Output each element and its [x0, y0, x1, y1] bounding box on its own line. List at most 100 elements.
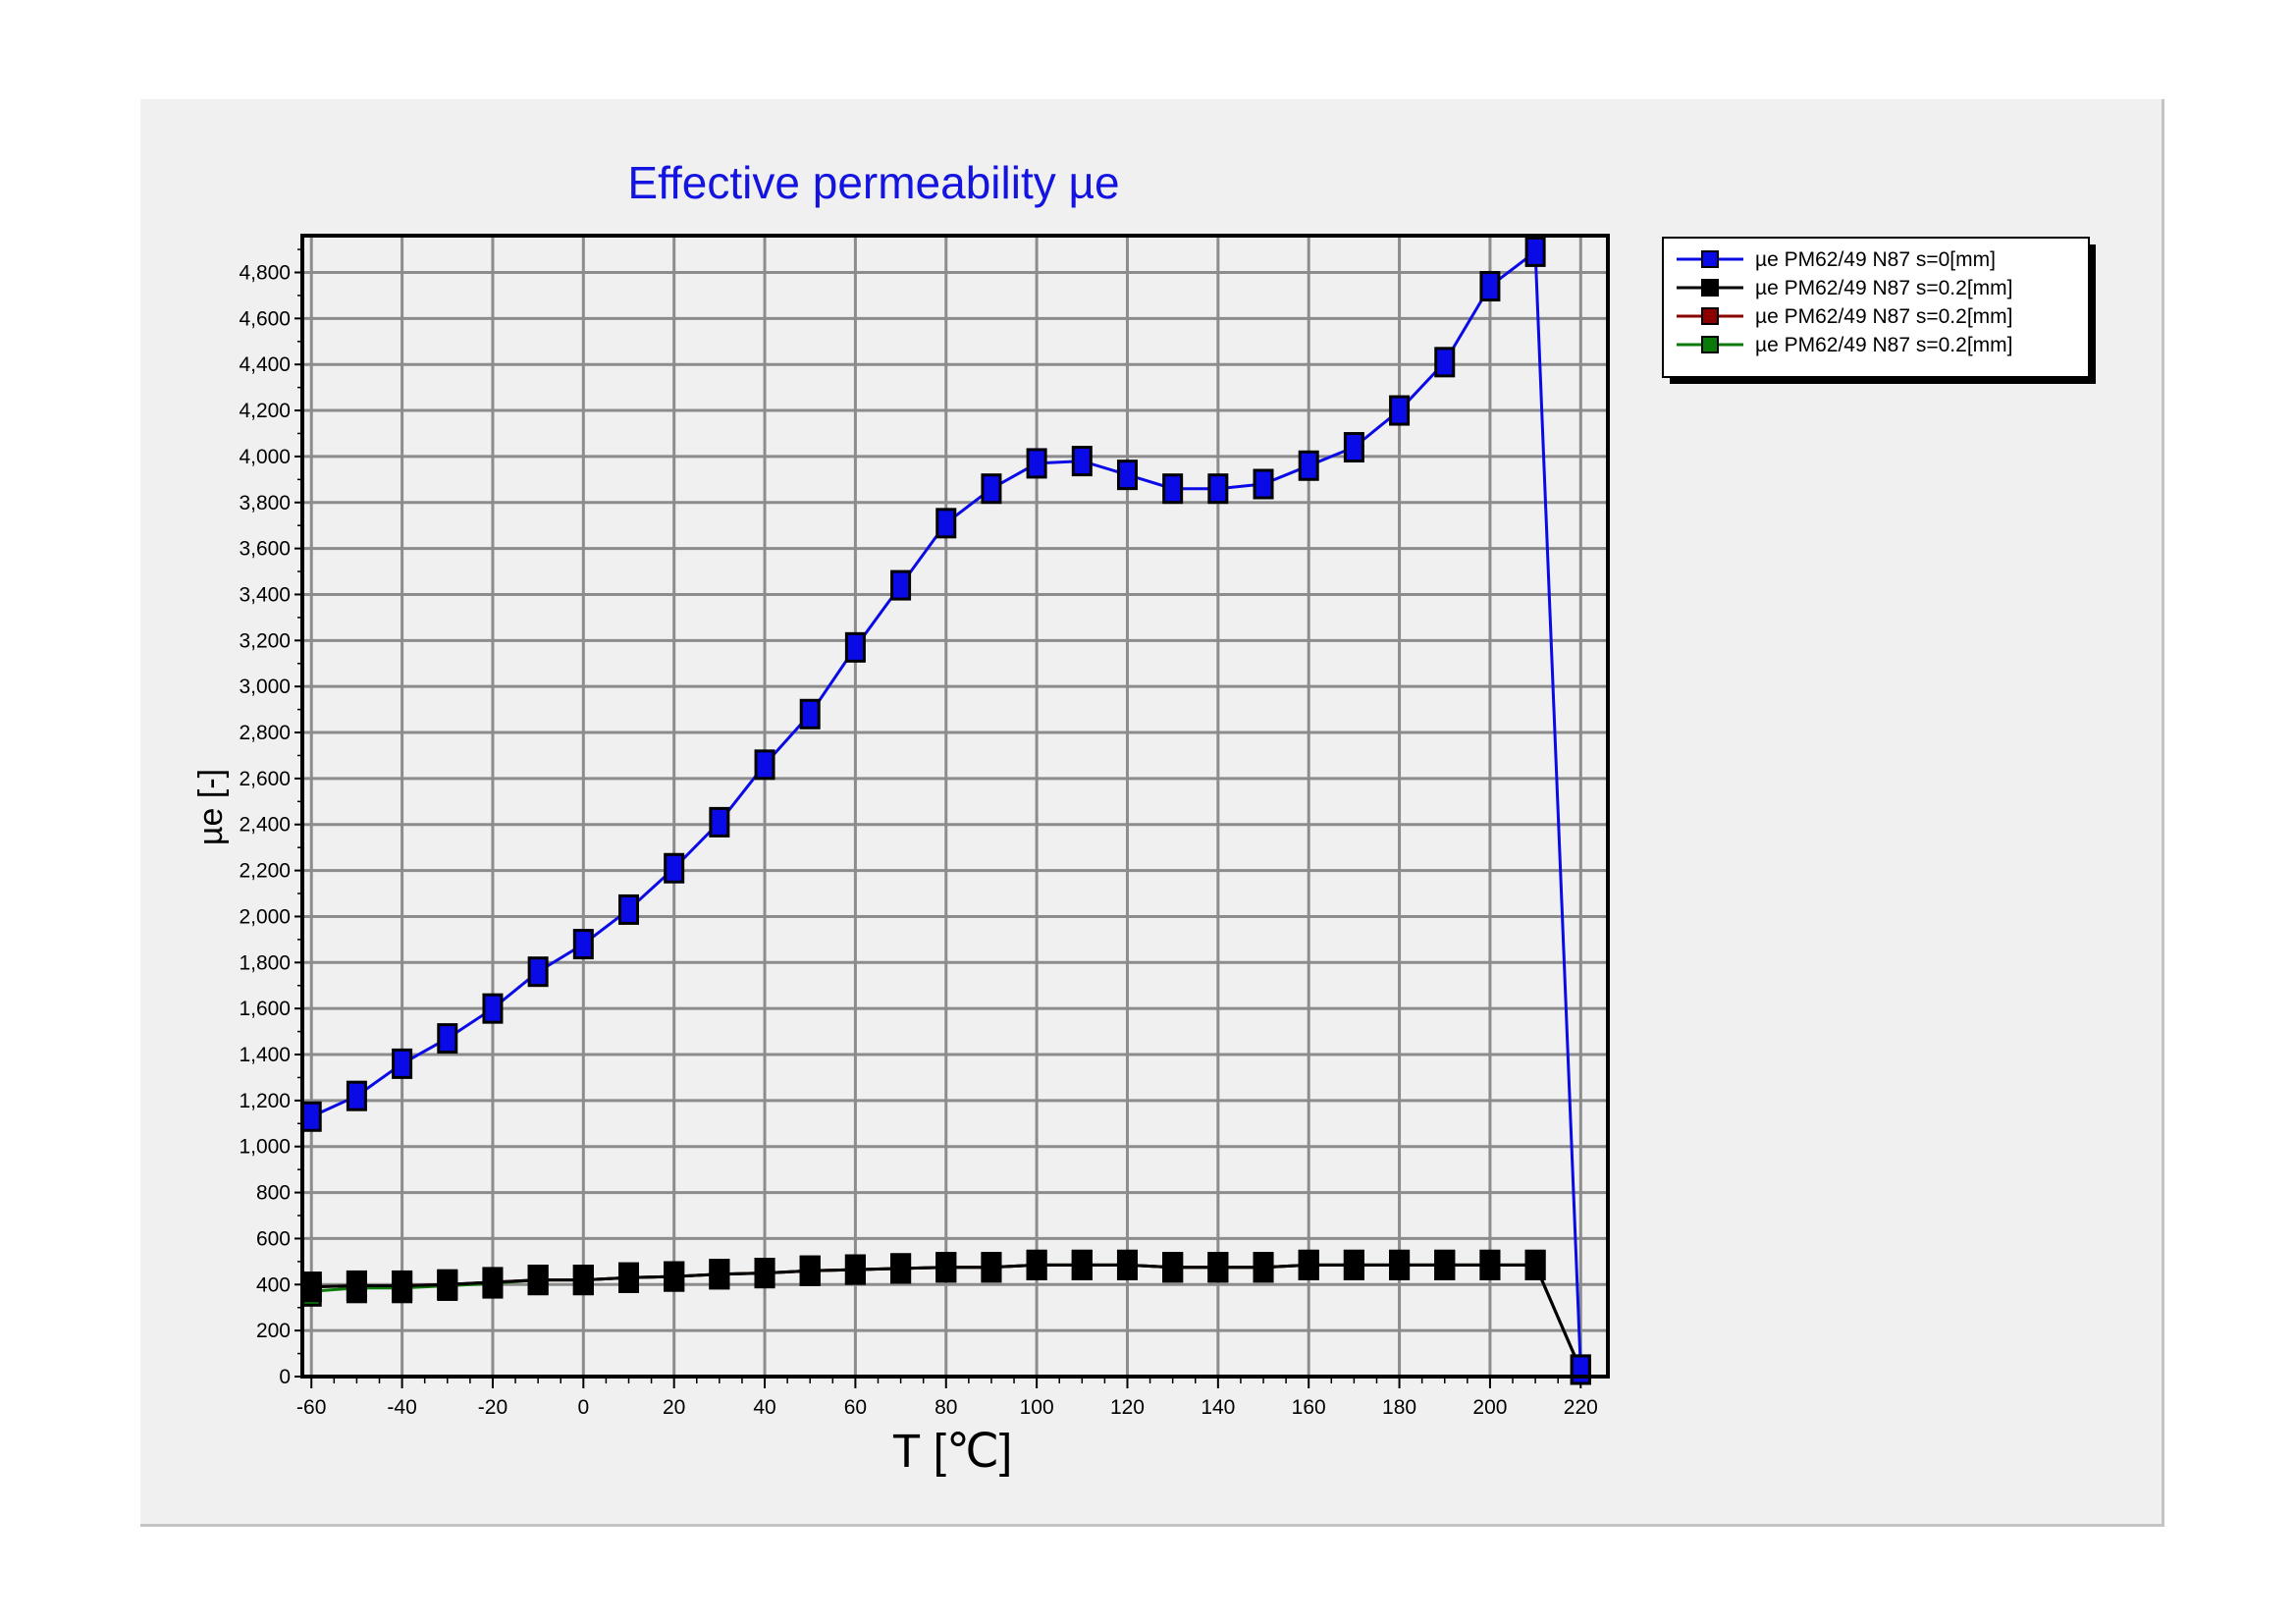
y-tick-label: 1,000 [239, 1136, 291, 1159]
legend-item-0: µe PM62/49 N87 s=0[mm] [1677, 248, 1996, 271]
data-point [527, 1265, 549, 1296]
legend-label: µe PM62/49 N87 s=0.2[mm] [1755, 277, 2012, 299]
data-point [1207, 473, 1229, 505]
data-point [981, 1252, 1002, 1283]
data-point [437, 1023, 458, 1055]
data-point [844, 631, 866, 663]
y-tick-label: 2,400 [239, 814, 291, 837]
legend-item-1: µe PM62/49 N87 s=0.2[mm] [1677, 277, 2012, 299]
y-tick-label: 200 [256, 1320, 291, 1342]
y-tick-label: 4,600 [239, 307, 291, 330]
x-axis-label: T [℃] [892, 1426, 1012, 1478]
data-point [1026, 1249, 1047, 1280]
data-point [482, 1267, 504, 1298]
data-point [1162, 473, 1184, 505]
data-point [1162, 1252, 1184, 1283]
data-point [1343, 1249, 1364, 1280]
y-tick-label: 2,000 [239, 905, 291, 928]
y-axis-label: µe [-] [192, 769, 230, 845]
data-point [300, 1101, 322, 1132]
x-tick-label: 160 [1292, 1396, 1326, 1419]
x-tick-label: 0 [577, 1396, 589, 1419]
data-point [572, 1265, 594, 1296]
data-point [664, 852, 685, 884]
data-point [1524, 1249, 1546, 1280]
data-point [618, 893, 639, 925]
data-point [1207, 1252, 1229, 1283]
data-point [1479, 1249, 1501, 1280]
legend: µe PM62/49 N87 s=0[mm] µe PM62/49 N87 s=0… [1662, 237, 2096, 384]
y-tick-label: 400 [256, 1273, 291, 1296]
y-tick-label: 1,400 [239, 1044, 291, 1066]
data-point [890, 1253, 912, 1284]
data-point [1434, 347, 1456, 378]
data-point [890, 569, 912, 601]
x-tick-label: 40 [753, 1396, 775, 1419]
x-tick-label: 200 [1472, 1396, 1507, 1419]
y-tick-label: 0 [279, 1366, 291, 1388]
data-point [799, 698, 821, 730]
chart-title: Effective permeability µe [627, 157, 1119, 208]
data-point [1434, 1249, 1456, 1280]
data-point [1026, 448, 1047, 479]
x-tick-label: 20 [663, 1396, 685, 1419]
y-tick-label: 2,600 [239, 768, 291, 790]
legend-swatch-marker [1701, 250, 1719, 268]
y-tick-label: 3,600 [239, 538, 291, 561]
y-tick-label: 600 [256, 1227, 291, 1250]
y-tick-label: 4,400 [239, 353, 291, 376]
data-point [1071, 1249, 1093, 1280]
legend-swatch-marker [1701, 307, 1719, 325]
data-point [1389, 395, 1411, 426]
legend-item-3: µe PM62/49 N87 s=0.2[mm] [1677, 334, 2012, 356]
data-point [1253, 1252, 1274, 1283]
data-point [346, 1270, 367, 1301]
x-tick-label: -60 [296, 1396, 326, 1419]
series-0 [300, 236, 1591, 1385]
y-tick-label: 1,800 [239, 951, 291, 974]
data-point [981, 473, 1002, 505]
legend-box [1662, 237, 2090, 378]
x-tick-label: 80 [934, 1396, 957, 1419]
data-point [437, 1269, 458, 1300]
x-axis-ticks: -60 -40 -20 0 20 40 60 80 100 120 140 160 180 200 220 [296, 1377, 1598, 1419]
data-point [1116, 1249, 1138, 1280]
y-tick-label: 1,200 [239, 1090, 291, 1112]
data-point [709, 806, 730, 838]
data-point [1479, 271, 1501, 302]
data-point [392, 1270, 413, 1301]
x-tick-label: -20 [478, 1396, 507, 1419]
data-point [754, 749, 775, 781]
y-tick-label: 1,600 [239, 998, 291, 1020]
data-point [1116, 460, 1138, 491]
y-tick-label: 4,000 [239, 446, 291, 468]
legend-item-2: µe PM62/49 N87 s=0.2[mm] [1677, 305, 2012, 328]
y-tick-label: 3,200 [239, 629, 291, 652]
data-point [1298, 450, 1319, 481]
data-point [1570, 1354, 1591, 1385]
x-tick-label: 120 [1110, 1396, 1145, 1419]
y-tick-label: 3,800 [239, 492, 291, 514]
y-tick-label: 2,800 [239, 722, 291, 744]
data-point [482, 993, 504, 1024]
legend-swatch-marker [1701, 336, 1719, 353]
data-point [709, 1259, 730, 1290]
legend-label: µe PM62/49 N87 s=0.2[mm] [1755, 334, 2012, 356]
y-tick-label: 2,200 [239, 860, 291, 883]
data-point [346, 1080, 367, 1111]
plot-frame [300, 234, 1610, 1379]
legend-label: µe PM62/49 N87 s=0.2[mm] [1755, 305, 2012, 328]
data-point [799, 1255, 821, 1286]
series-layer [300, 236, 1591, 1385]
data-point [300, 1271, 322, 1303]
data-point [1298, 1249, 1319, 1280]
data-point [1389, 1249, 1411, 1280]
x-tick-label: -40 [387, 1396, 416, 1419]
data-point [664, 1261, 685, 1292]
data-point [1253, 468, 1274, 500]
x-tick-label: 140 [1201, 1396, 1235, 1419]
data-point [935, 508, 957, 539]
data-point [1343, 432, 1364, 463]
data-point [935, 1252, 957, 1283]
